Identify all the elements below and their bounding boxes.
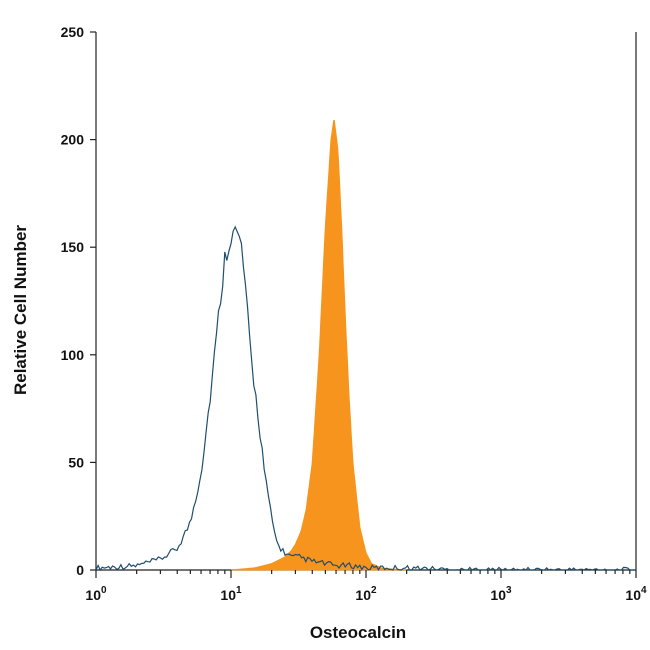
y-axis-title: Relative Cell Number [11, 225, 30, 395]
x-tick-label-0: 100 [85, 585, 107, 603]
y-tick-label-100: 100 [61, 347, 85, 363]
y-tick-label-250: 250 [61, 24, 85, 40]
y-tick-label-50: 50 [68, 454, 84, 470]
x-axis-ticks: 100 101 102 103 104 [85, 570, 647, 603]
y-tick-label-0: 0 [76, 562, 84, 578]
x-tick-label-3: 103 [490, 585, 512, 603]
plot-area: 0 50 100 150 200 250 100 101 102 103 104 [61, 24, 647, 603]
series-osteocalcin-group [230, 119, 407, 571]
x-tick-label-1: 101 [220, 585, 242, 603]
y-tick-label-150: 150 [61, 239, 85, 255]
y-axis-ticks: 0 50 100 150 200 250 [61, 24, 96, 578]
x-tick-label-4: 104 [625, 585, 647, 603]
x-tick-label-2: 102 [355, 585, 377, 603]
x-axis-title: Osteocalcin [310, 623, 406, 642]
series-osteocalcin-area [230, 119, 407, 571]
series-isotype-control-line [95, 225, 636, 572]
y-tick-label-200: 200 [61, 132, 85, 148]
series-isotype-control-group [95, 225, 636, 572]
